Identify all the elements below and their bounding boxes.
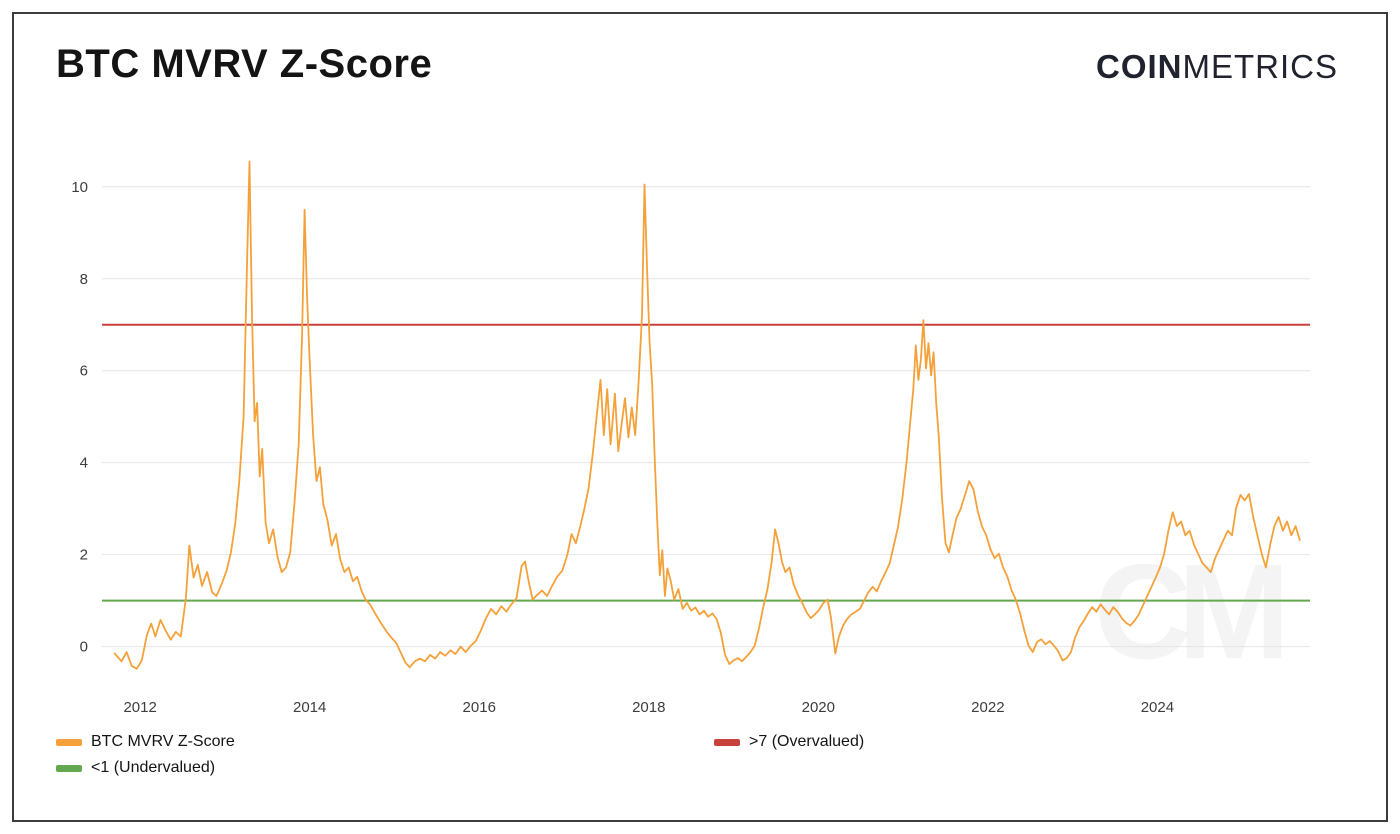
- y-tick-label: 0: [80, 639, 88, 656]
- brand-logo: COINMETRICS: [1096, 48, 1338, 86]
- x-tick-label: 2020: [802, 699, 835, 716]
- chart-title: BTC MVRV Z-Score: [56, 42, 433, 86]
- y-tick-label: 2: [80, 547, 88, 564]
- x-tick-label: 2014: [293, 699, 326, 716]
- legend-swatch-undervalued: [56, 764, 82, 772]
- x-tick-label: 2022: [971, 699, 1004, 716]
- mvrv-line: [113, 160, 1301, 670]
- x-tick-label: 2012: [123, 699, 156, 716]
- x-tick-label: 2024: [1141, 699, 1174, 716]
- legend-item-overvalued: >7 (Overvalued): [714, 732, 864, 752]
- legend-item-mvrv: BTC MVRV Z-Score: [56, 732, 235, 752]
- page-frame: BTC MVRV Z-Score COINMETRICS CM 0 2 4 6 8 10 2…: [12, 12, 1388, 822]
- legend-label-mvrv: BTC MVRV Z-Score: [91, 733, 235, 750]
- legend-swatch-mvrv: [56, 738, 82, 746]
- logo-coin: COIN: [1096, 48, 1183, 85]
- legend-item-undervalued: <1 (Undervalued): [56, 758, 215, 778]
- watermark-monogram: CM: [1094, 536, 1290, 687]
- y-tick-label: 4: [80, 455, 88, 472]
- x-tick-label: 2018: [632, 699, 665, 716]
- x-tick-label: 2016: [463, 699, 496, 716]
- legend-label-undervalued: <1 (Undervalued): [91, 759, 216, 776]
- y-tick-label: 6: [80, 363, 88, 380]
- legend-label-overvalued: >7 (Overvalued): [749, 733, 865, 750]
- legend-swatch-overvalued: [714, 738, 740, 746]
- y-tick-label: 10: [71, 179, 88, 196]
- logo-metrics: METRICS: [1182, 48, 1338, 85]
- y-tick-label: 8: [80, 271, 88, 288]
- mvrv-chart: 0 2 4 6 8 10 2012 2014 2016 2018 2020 2022 2024: [71, 160, 1310, 716]
